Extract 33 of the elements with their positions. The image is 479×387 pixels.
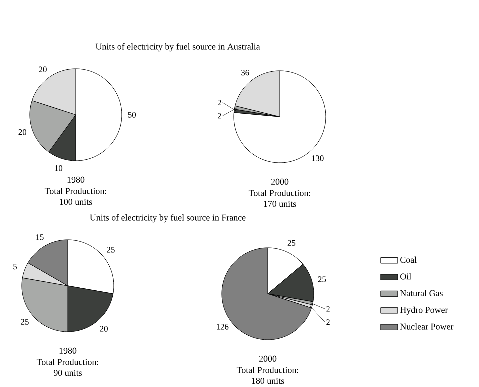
text: 170 units [264, 200, 296, 208]
text: 100 units [60, 198, 92, 206]
data-label: 20 [100, 326, 108, 332]
data-label: 126 [217, 324, 229, 330]
text: Total Production: [44, 188, 106, 194]
text: Total Production: [36, 358, 98, 366]
data-label: 20 [18, 129, 27, 136]
legend-label: Nuclear Power [400, 324, 454, 330]
legend-label: Coal [400, 256, 417, 264]
data-label: 25 [107, 247, 115, 253]
data-label: 25 [288, 240, 296, 246]
legend-label: Natural Gas [400, 290, 443, 296]
data-label: 25 [318, 276, 326, 282]
legend-label: Hydro Power [400, 306, 448, 315]
text: Units of electricity by fuel source in France [90, 214, 246, 223]
text: 2000 [259, 356, 277, 362]
data-label: 36 [242, 70, 250, 76]
data-label: 15 [36, 234, 44, 240]
text: 180 units [252, 378, 284, 384]
text: 1980 [60, 348, 77, 354]
data-label: 50 [128, 112, 136, 118]
text: 1980 [68, 176, 85, 183]
data-label: 130 [312, 156, 324, 162]
text: Total Production: [248, 190, 310, 196]
data-label: 20 [39, 66, 47, 72]
legend-label: Oil [400, 273, 412, 280]
data-label: 5 [14, 264, 18, 270]
text: Total Production: [236, 366, 298, 374]
text: 90 units [54, 370, 82, 376]
text: 2000 [271, 178, 289, 185]
data-label: 25 [21, 319, 29, 325]
data-label: 10 [55, 166, 63, 172]
text: Units of electricity by fuel source in Australia [96, 43, 260, 52]
